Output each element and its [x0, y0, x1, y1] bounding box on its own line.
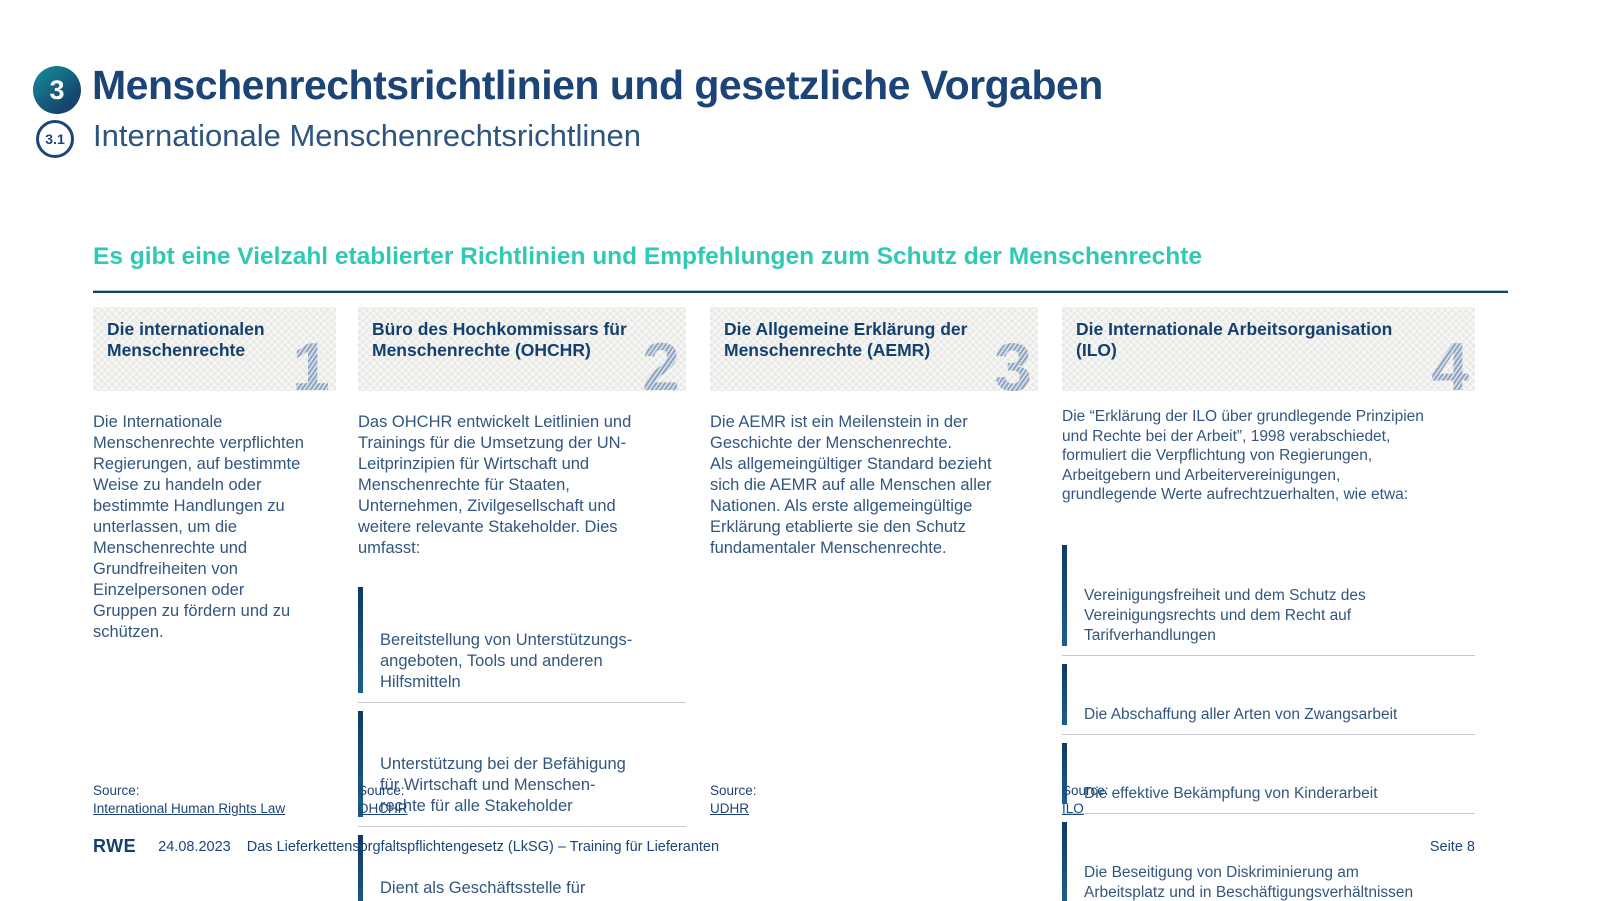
column-number-watermark: 2: [642, 329, 680, 405]
bullet-text: Die Abschaffung aller Arten von Zwangsar…: [1084, 705, 1398, 723]
source-block: Source: ILO: [1062, 783, 1109, 816]
column-number-watermark: 3: [994, 329, 1032, 405]
bullet-bar: [1062, 742, 1067, 804]
source-label: Source:: [93, 783, 140, 798]
bullet-item: Unterstützung bei der Befähigung für Wir…: [358, 703, 686, 827]
footer-date: 24.08.2023: [158, 838, 231, 855]
column-number-watermark: 1: [292, 329, 330, 405]
bullet-item: Die Abschaffung aller Arten von Zwangsar…: [1062, 656, 1475, 735]
bullet-text: Dient als Geschäftsstelle für Menschenre…: [380, 879, 586, 901]
source-link[interactable]: OHCHR: [358, 801, 408, 816]
bullet-bar: [1062, 544, 1067, 646]
column-body: Das OHCHR entwickelt Leitlinien und Trai…: [358, 413, 632, 557]
source-link[interactable]: UDHR: [710, 801, 749, 816]
column-body: Die AEMR ist ein Meilenstein in der Gesc…: [710, 413, 992, 557]
key-statement: Es gibt eine Vielzahl etablierter Richtl…: [93, 243, 1203, 270]
source-label: Source:: [358, 783, 405, 798]
column-title: Die Internationale Arbeitsorganisation (…: [1076, 319, 1393, 361]
source-block: Source: UDHR: [710, 783, 757, 816]
bullet-bar: [358, 835, 363, 901]
bullet-item: Die effektive Bekämpfung von Kinderarbei…: [1062, 735, 1475, 814]
section-number: 3: [49, 74, 65, 105]
column-international-human-rights: Die internationalen Menschenrechte 1 Die…: [93, 307, 336, 830]
page-title: Menschenrechtsrichtlinien und gesetzlich…: [92, 62, 1103, 108]
footer: RWE 24.08.2023 Das Lieferkettensorgfalts…: [93, 836, 1475, 857]
rwe-logo: RWE: [93, 836, 137, 856]
page-subtitle: Internationale Menschenrechtsrichtlinen: [93, 118, 641, 153]
column-aemr: Die Allgemeine Erklärung der Menschenrec…: [710, 307, 1038, 830]
bullet-list: Bereitstellung von Unterstützungs- angeb…: [358, 579, 686, 901]
footer-document-title: Das Lieferkettensorgfaltspflichtengesetz…: [246, 838, 720, 855]
source-label: Source:: [1062, 783, 1109, 798]
bullet-bar: [358, 711, 363, 817]
column-header: Büro des Hochkommissars für Menschenrech…: [358, 307, 686, 401]
column-title: Büro des Hochkommissars für Menschenrech…: [372, 319, 627, 361]
column-header: Die Allgemeine Erklärung der Menschenrec…: [710, 307, 1038, 401]
bullet-item: Die Beseitigung von Diskriminierung am A…: [1062, 814, 1475, 901]
column-ohchr: Büro des Hochkommissars für Menschenrech…: [358, 307, 686, 901]
bullet-list: Vereinigungsfreiheit und dem Schutz des …: [1062, 537, 1475, 901]
bullet-text: Vereinigungsfreiheit und dem Schutz des …: [1084, 586, 1366, 644]
column-header: Die Internationale Arbeitsorganisation (…: [1062, 307, 1475, 401]
divider: [93, 290, 1508, 293]
bullet-text: Die effektive Bekämpfung von Kinderarbei…: [1084, 784, 1378, 802]
column-body: Die Internationale Menschenrechte verpfl…: [93, 413, 304, 641]
bullet-item: Dient als Geschäftsstelle für Menschenre…: [358, 827, 686, 901]
bullet-text: Bereitstellung von Unterstützungs- angeb…: [380, 631, 633, 691]
bullet-item: Bereitstellung von Unterstützungs- angeb…: [358, 579, 686, 703]
subsection-number: 3.1: [45, 131, 65, 147]
bullet-bar: [1062, 663, 1067, 725]
page-number: Seite 8: [1429, 838, 1475, 855]
section-number-badge: 3: [33, 66, 81, 114]
column-title: Die Allgemeine Erklärung der Menschenrec…: [724, 319, 968, 361]
column-body: Die “Erklärung der ILO über grundlegende…: [1062, 408, 1424, 503]
column-title: Die internationalen Menschenrechte: [107, 319, 265, 361]
column-header: Die internationalen Menschenrechte 1: [93, 307, 336, 401]
bullet-text: Unterstützung bei der Befähigung für Wir…: [380, 755, 626, 815]
source-block: Source: International Human Rights Law: [93, 783, 285, 816]
bullet-item: Vereinigungsfreiheit und dem Schutz des …: [1062, 537, 1475, 656]
subsection-number-badge: 3.1: [36, 120, 74, 158]
bullet-bar: [1062, 821, 1067, 901]
bullet-bar: [358, 587, 363, 693]
source-link[interactable]: ILO: [1062, 801, 1084, 816]
source-label: Source:: [710, 783, 757, 798]
source-block: Source: OHCHR: [358, 783, 408, 816]
column-ilo: Die Internationale Arbeitsorganisation (…: [1062, 307, 1475, 901]
column-number-watermark: 4: [1431, 329, 1469, 405]
bullet-text: Die Beseitigung von Diskriminierung am A…: [1084, 863, 1414, 901]
source-link[interactable]: International Human Rights Law: [93, 801, 286, 816]
